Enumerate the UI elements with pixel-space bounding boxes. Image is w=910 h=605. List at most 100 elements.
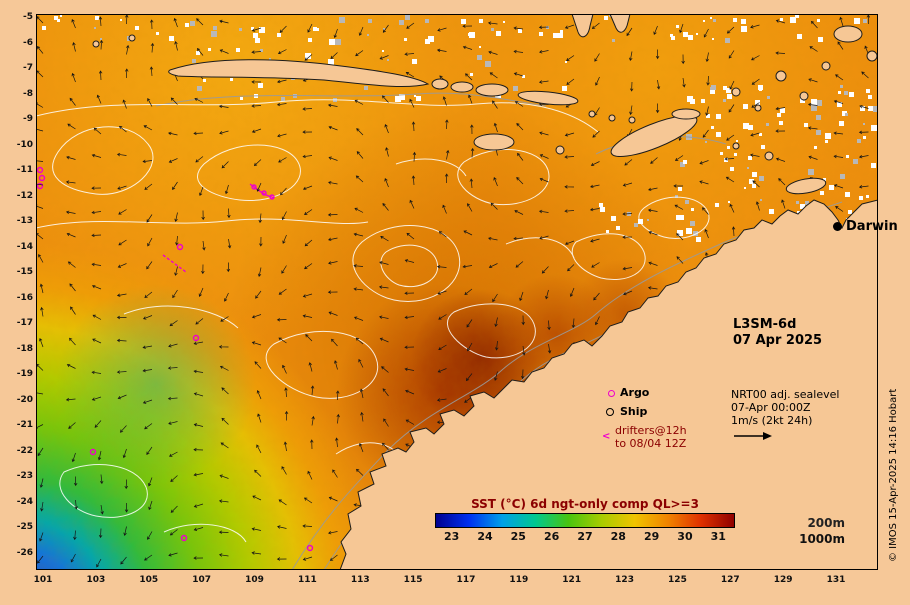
wetar-island xyxy=(671,108,701,120)
y-axis-tick: -25 xyxy=(16,522,33,533)
lombok-island xyxy=(450,81,474,93)
x-axis-tick: 101 xyxy=(33,575,53,585)
colorbar-tick: 28 xyxy=(610,530,626,543)
colorbar-tick: 23 xyxy=(444,530,460,543)
y-axis-tick: -7 xyxy=(23,63,33,74)
x-axis-tick: 107 xyxy=(192,575,212,585)
darwin-label: Darwin xyxy=(846,219,898,234)
sealevel-line2: 07-Apr 00:00Z xyxy=(731,401,811,414)
sumbawa-island xyxy=(475,83,509,97)
ship-legend-icon xyxy=(606,408,614,416)
x-axis-tick: 117 xyxy=(456,575,476,585)
argo-drifter-observations xyxy=(36,166,314,552)
y-axis-tick: -14 xyxy=(16,241,33,252)
sst-map-canvas xyxy=(36,14,878,570)
drifter-legend-icon: < xyxy=(602,431,611,442)
y-axis-tick: -26 xyxy=(16,547,33,558)
colorbar-title: SST (°C) 6d ngt-only comp QL>=3 xyxy=(471,497,699,511)
colorbar-tick: 29 xyxy=(643,530,660,543)
sulawesi-arm xyxy=(609,14,631,33)
colorbar-tick: 24 xyxy=(477,530,493,543)
small-island xyxy=(833,25,863,43)
alor-island xyxy=(588,110,596,118)
sealevel-legend-block: NRT00 adj. sealevel 07-Apr 00:00Z 1m/s (… xyxy=(731,388,839,427)
small-island xyxy=(731,87,741,97)
land-layer xyxy=(92,14,878,570)
x-axis-tick: 121 xyxy=(562,575,582,585)
small-island xyxy=(775,70,787,82)
drifter-legend-block: drifters@12h to 08/04 12Z xyxy=(615,424,687,450)
y-axis-tick: -13 xyxy=(16,216,33,227)
y-axis-tick: -16 xyxy=(16,292,33,303)
x-axis-tick: 125 xyxy=(668,575,687,585)
sst-colorbar-ticks: 23 24 25 26 27 28 29 30 31 xyxy=(435,530,735,543)
argo-legend-icon xyxy=(608,390,615,397)
small-island xyxy=(799,91,809,101)
y-axis-tick: -10 xyxy=(16,139,33,150)
argo-legend-label: Argo xyxy=(620,386,650,399)
small-island xyxy=(821,61,831,71)
x-axis-tick: 131 xyxy=(826,575,846,585)
alor-island xyxy=(608,114,616,122)
x-axis-tick: 123 xyxy=(615,575,634,585)
y-axis-tick: -19 xyxy=(16,369,33,380)
product-name: L3SM-6d xyxy=(733,317,797,332)
small-island xyxy=(92,40,100,48)
flores-island xyxy=(517,90,579,106)
x-axis-tick: 105 xyxy=(139,575,159,585)
y-axis-tick: -12 xyxy=(16,190,33,201)
small-island xyxy=(754,104,762,112)
bali-island xyxy=(431,78,449,90)
colorbar-tick: 25 xyxy=(510,530,526,543)
small-island xyxy=(764,151,774,161)
sumba-island xyxy=(473,133,515,151)
y-axis-tick: -20 xyxy=(16,394,33,405)
colorbar-tick: 31 xyxy=(710,530,726,543)
australia-coastline xyxy=(339,199,878,570)
depth-200m-label: 200m xyxy=(807,516,845,530)
sst-colorbar xyxy=(435,513,735,528)
y-axis-tick: -24 xyxy=(16,496,33,507)
small-island xyxy=(866,50,878,62)
small-island xyxy=(128,34,136,42)
colorbar-tick: 27 xyxy=(577,530,593,543)
y-axis-tick: -8 xyxy=(23,88,33,99)
y-axis-tick: -11 xyxy=(16,165,33,176)
alor-island xyxy=(628,116,636,124)
colorbar-tick: 30 xyxy=(677,530,693,543)
colorbar-tick: 26 xyxy=(543,530,560,543)
timor-island xyxy=(610,114,698,158)
tiwi-islands xyxy=(785,177,827,195)
y-axis-tick: -5 xyxy=(23,12,33,22)
savu-island xyxy=(555,145,565,155)
y-axis-tick: -15 xyxy=(16,267,33,278)
y-axis-tick: -18 xyxy=(16,343,33,354)
x-axis-tick: 129 xyxy=(773,575,793,585)
product-date: 07 Apr 2025 xyxy=(733,333,823,348)
ship-legend-label: Ship xyxy=(620,405,648,418)
drifter-legend-line2: to 08/04 12Z xyxy=(615,437,687,450)
darwin-marker xyxy=(833,222,842,231)
y-axis-tick: -22 xyxy=(16,445,33,456)
x-axis-tick: 127 xyxy=(720,575,740,585)
x-axis-tick: 109 xyxy=(245,575,264,585)
velocity-scale-arrow-icon xyxy=(734,432,772,440)
drifter-legend-line1: drifters@12h xyxy=(615,424,687,437)
x-axis-tick: 119 xyxy=(509,575,529,585)
sealevel-line3: 1m/s (2kt 24h) xyxy=(731,414,813,427)
sealevel-line1: NRT00 adj. sealevel xyxy=(731,388,840,401)
y-axis-tick: -6 xyxy=(23,37,33,48)
depth-1000m-label: 1000m xyxy=(799,532,845,546)
small-island xyxy=(732,142,740,150)
x-axis-tick: 111 xyxy=(297,575,317,585)
x-axis-tick: 113 xyxy=(350,575,370,585)
y-axis-tick: -17 xyxy=(16,318,33,329)
java-island xyxy=(168,59,430,88)
product-block: L3SM-6d 07 Apr 2025 xyxy=(733,317,822,349)
x-axis-tick: 103 xyxy=(86,575,106,585)
x-axis-tick: 115 xyxy=(403,575,423,585)
y-axis-tick: -9 xyxy=(23,114,33,125)
imos-credit: © IMOS 15-Apr-2025 14:16 Hobart xyxy=(888,388,899,562)
sulawesi-arm xyxy=(571,14,594,38)
